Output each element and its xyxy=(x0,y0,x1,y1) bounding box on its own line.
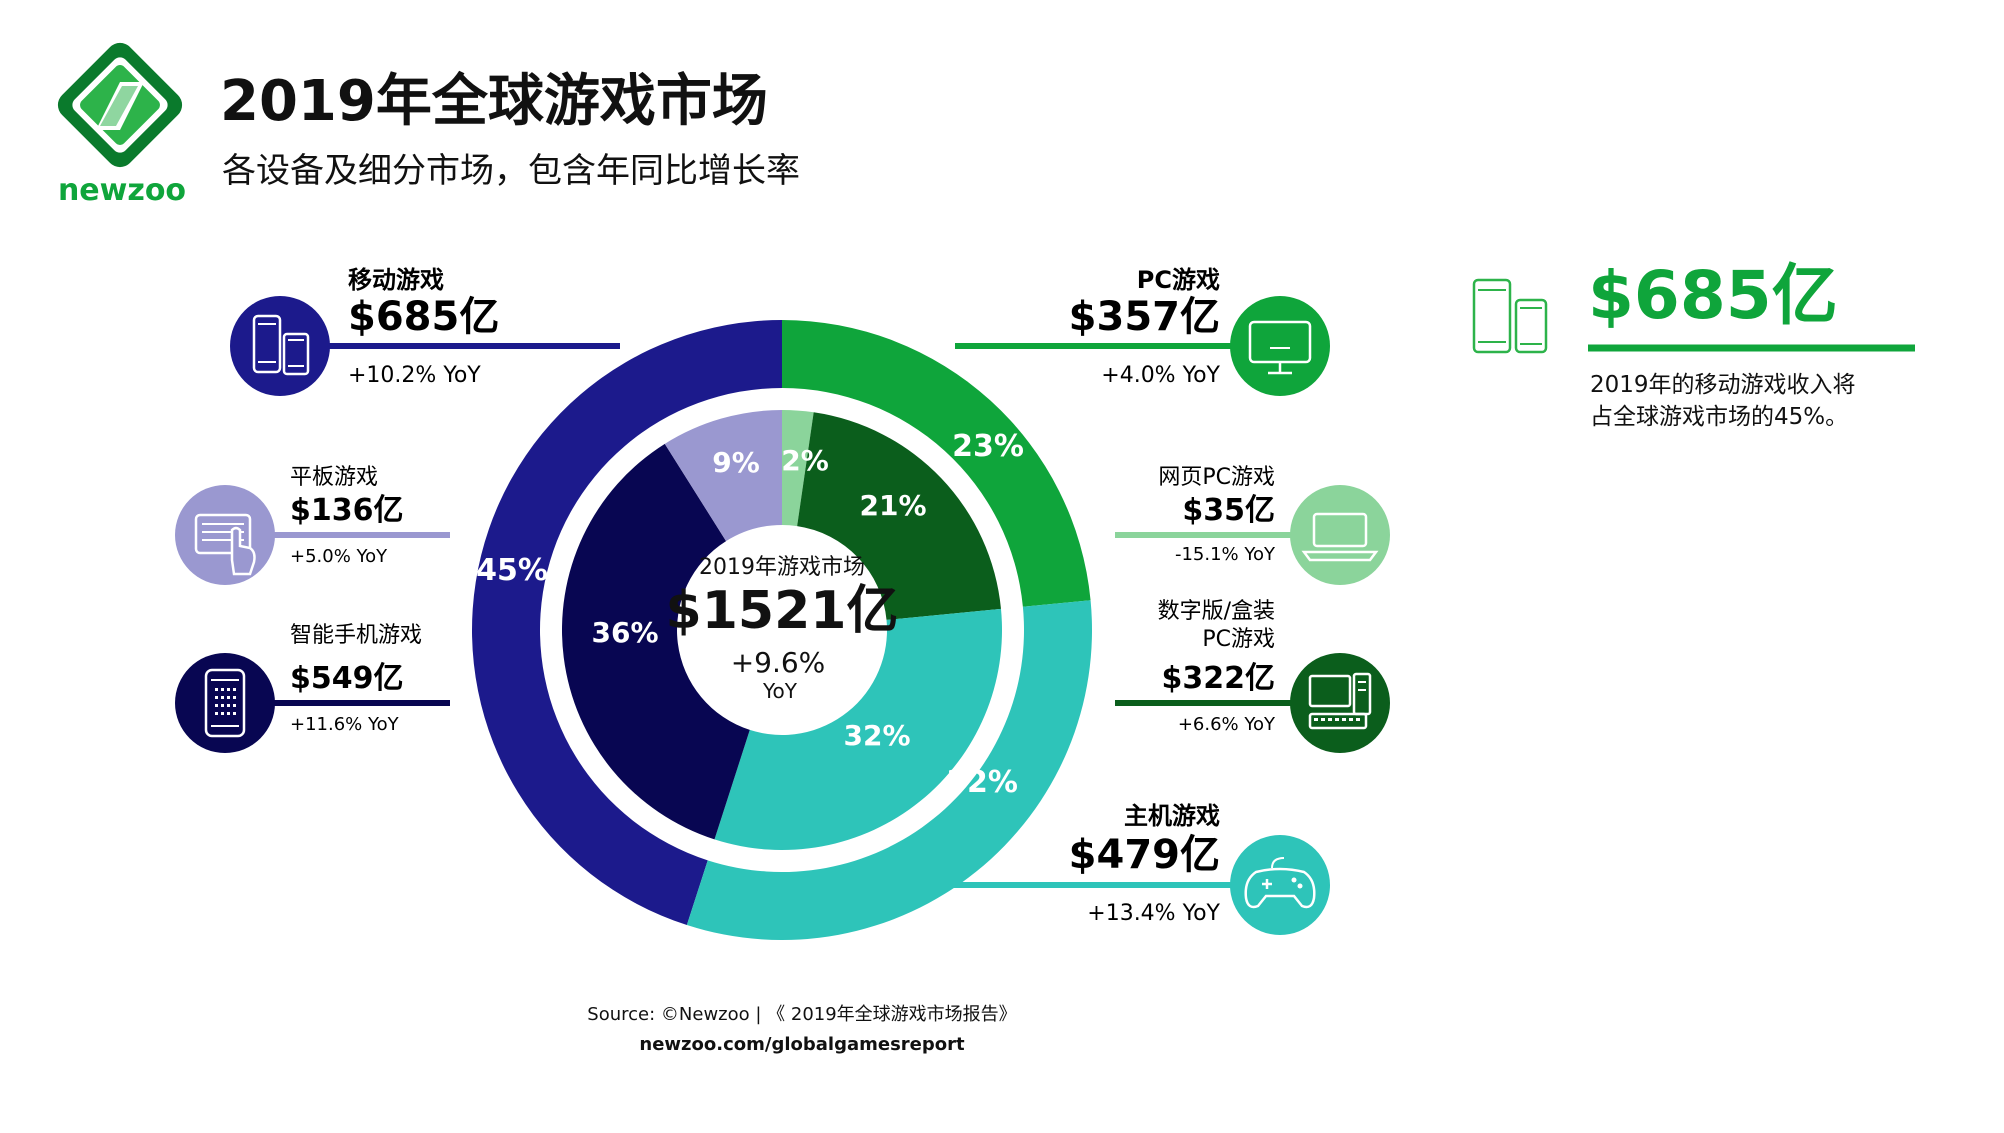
pct-label-pc: 23% xyxy=(952,429,1024,464)
pct-label-smartphone: 36% xyxy=(591,616,658,649)
growth-pc: +4.0% YoY xyxy=(1101,363,1220,388)
page-title: 2019年全球游戏市场 xyxy=(220,69,768,134)
inner-segment-browser-pc xyxy=(782,410,814,527)
inner-segment-boxed-pc xyxy=(797,412,1001,620)
center-label: 2019年游戏市场 xyxy=(699,555,865,580)
pct-label-browser-pc: 2% xyxy=(781,444,829,477)
value-browser-pc: $35亿 xyxy=(1182,493,1275,528)
donut-chart xyxy=(471,320,1092,941)
center-total: $1521亿 xyxy=(666,581,899,641)
footer-source: Source: ©Newzoo | 《 2019年全球游戏市场报告》 xyxy=(587,1004,1016,1025)
logo-wordmark: newzoo xyxy=(58,173,186,208)
callout-value: $685亿 xyxy=(1588,257,1838,334)
callout-text-line1: 2019年的移动游戏收入将 xyxy=(1590,372,1856,398)
inner-segment-smartphone xyxy=(561,443,750,840)
tablet-icon xyxy=(175,485,275,585)
outer-segment-mobile xyxy=(471,320,782,926)
center-growth: +9.6% xyxy=(731,646,826,679)
value-boxed-pc: $322亿 xyxy=(1162,661,1276,696)
laptop-icon xyxy=(1290,485,1390,585)
outer-segment-pc xyxy=(782,320,1091,607)
callout-devices-icon xyxy=(1472,278,1548,354)
label-boxed-pc-line2: PC游戏 xyxy=(1202,627,1275,652)
growth-tablet: +5.0% YoY xyxy=(290,546,388,567)
pct-label-console-inner: 32% xyxy=(843,719,910,752)
label-smartphone: 智能手机游戏 xyxy=(290,623,422,648)
growth-browser-pc: -15.1% YoY xyxy=(1175,544,1276,565)
center-growth-unit: YoY xyxy=(762,679,798,703)
value-tablet: $136亿 xyxy=(290,493,404,528)
pct-label-tablet: 9% xyxy=(712,446,760,479)
monitor-icon xyxy=(1230,296,1330,396)
label-mobile: 移动游戏 xyxy=(348,266,444,294)
value-mobile: $685亿 xyxy=(348,294,499,340)
outer-segment-console xyxy=(686,600,1092,941)
inner-segment-console xyxy=(714,608,1002,851)
label-boxed-pc-line1: 数字版/盒装 xyxy=(1158,599,1275,624)
label-pc: PC游戏 xyxy=(1137,266,1220,294)
value-console: $479亿 xyxy=(1069,832,1220,878)
label-browser-pc: 网页PC游戏 xyxy=(1158,465,1275,490)
pct-label-console-outer: 32% xyxy=(946,765,1018,800)
inner-segment-tablet xyxy=(664,410,782,542)
growth-boxed-pc: +6.6% YoY xyxy=(1178,714,1276,735)
growth-console: +13.4% YoY xyxy=(1087,901,1220,926)
page-subtitle: 各设备及细分市场，包含年同比增长率 xyxy=(222,151,800,191)
value-smartphone: $549亿 xyxy=(290,661,404,696)
smartphone-icon xyxy=(175,653,275,753)
label-console: 主机游戏 xyxy=(1124,802,1220,830)
label-tablet: 平板游戏 xyxy=(290,465,378,490)
gamepad-icon xyxy=(1230,835,1330,935)
growth-smartphone: +11.6% YoY xyxy=(290,714,400,735)
pct-label-mobile: 45% xyxy=(476,553,548,588)
growth-mobile: +10.2% YoY xyxy=(348,363,481,388)
newzoo-logo: newzoo xyxy=(57,42,186,208)
value-pc: $357亿 xyxy=(1069,294,1220,340)
devices-icon xyxy=(230,296,330,396)
desktop-pc-icon xyxy=(1290,653,1390,753)
pct-label-boxed-pc: 21% xyxy=(859,489,926,522)
callout-text-line2: 占全球游戏市场的45%。 xyxy=(1590,404,1848,430)
footer-url: newzoo.com/globalgamesreport xyxy=(639,1034,965,1055)
